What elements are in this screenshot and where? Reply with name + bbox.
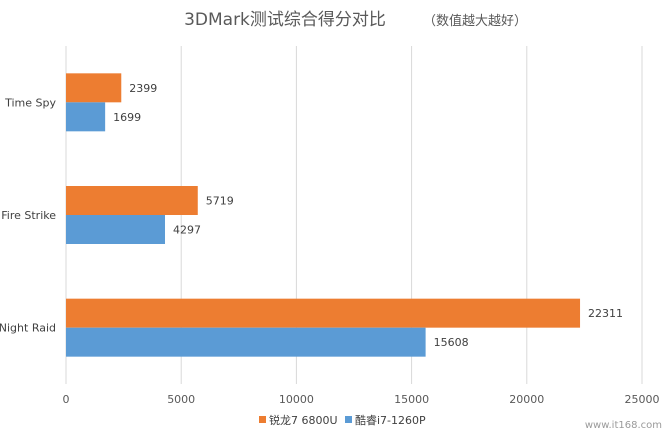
bar	[66, 298, 581, 328]
bar	[66, 102, 106, 132]
data-label: 22311	[588, 307, 623, 320]
category-label: Night Raid	[0, 322, 56, 335]
x-tick-label: 0	[63, 393, 70, 406]
data-label: 5719	[206, 195, 234, 208]
legend-label: 锐龙7 6800U	[269, 413, 338, 427]
data-label: 1699	[113, 111, 141, 124]
data-label: 2399	[129, 82, 157, 95]
legend-swatch	[345, 416, 352, 423]
x-tick-label: 10000	[279, 393, 314, 406]
x-tick-label: 25000	[625, 393, 660, 406]
legend-label: 酷睿i7-1260P	[355, 413, 426, 427]
x-tick-label: 5000	[167, 393, 195, 406]
data-label: 4297	[173, 224, 201, 237]
labels: 0 5000 10000 15000 20000 25000 Time Spy 2399 169…	[0, 82, 660, 406]
legend: 锐龙7 6800U 酷睿i7-1260P	[259, 413, 426, 427]
x-tick-label: 15000	[394, 393, 429, 406]
bar	[66, 327, 426, 357]
chart-subtitle: （数值越大越好）	[423, 13, 527, 29]
watermark-text: www.it168.com	[585, 420, 662, 431]
x-tick-label: 20000	[509, 393, 544, 406]
bar	[66, 186, 198, 215]
chart-title: 3DMark测试综合得分对比	[184, 10, 386, 30]
category-label: Fire Strike	[1, 209, 56, 222]
data-label: 15608	[434, 336, 469, 349]
legend-swatch	[259, 416, 266, 423]
bar	[66, 215, 166, 244]
category-label: Time Spy	[4, 96, 56, 109]
bars	[66, 73, 581, 357]
bar	[66, 73, 122, 103]
